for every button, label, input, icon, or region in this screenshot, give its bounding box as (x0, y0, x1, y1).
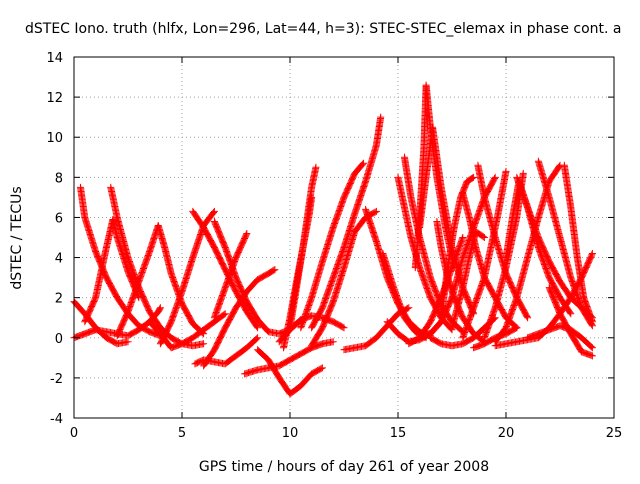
chart-background (0, 0, 640, 480)
